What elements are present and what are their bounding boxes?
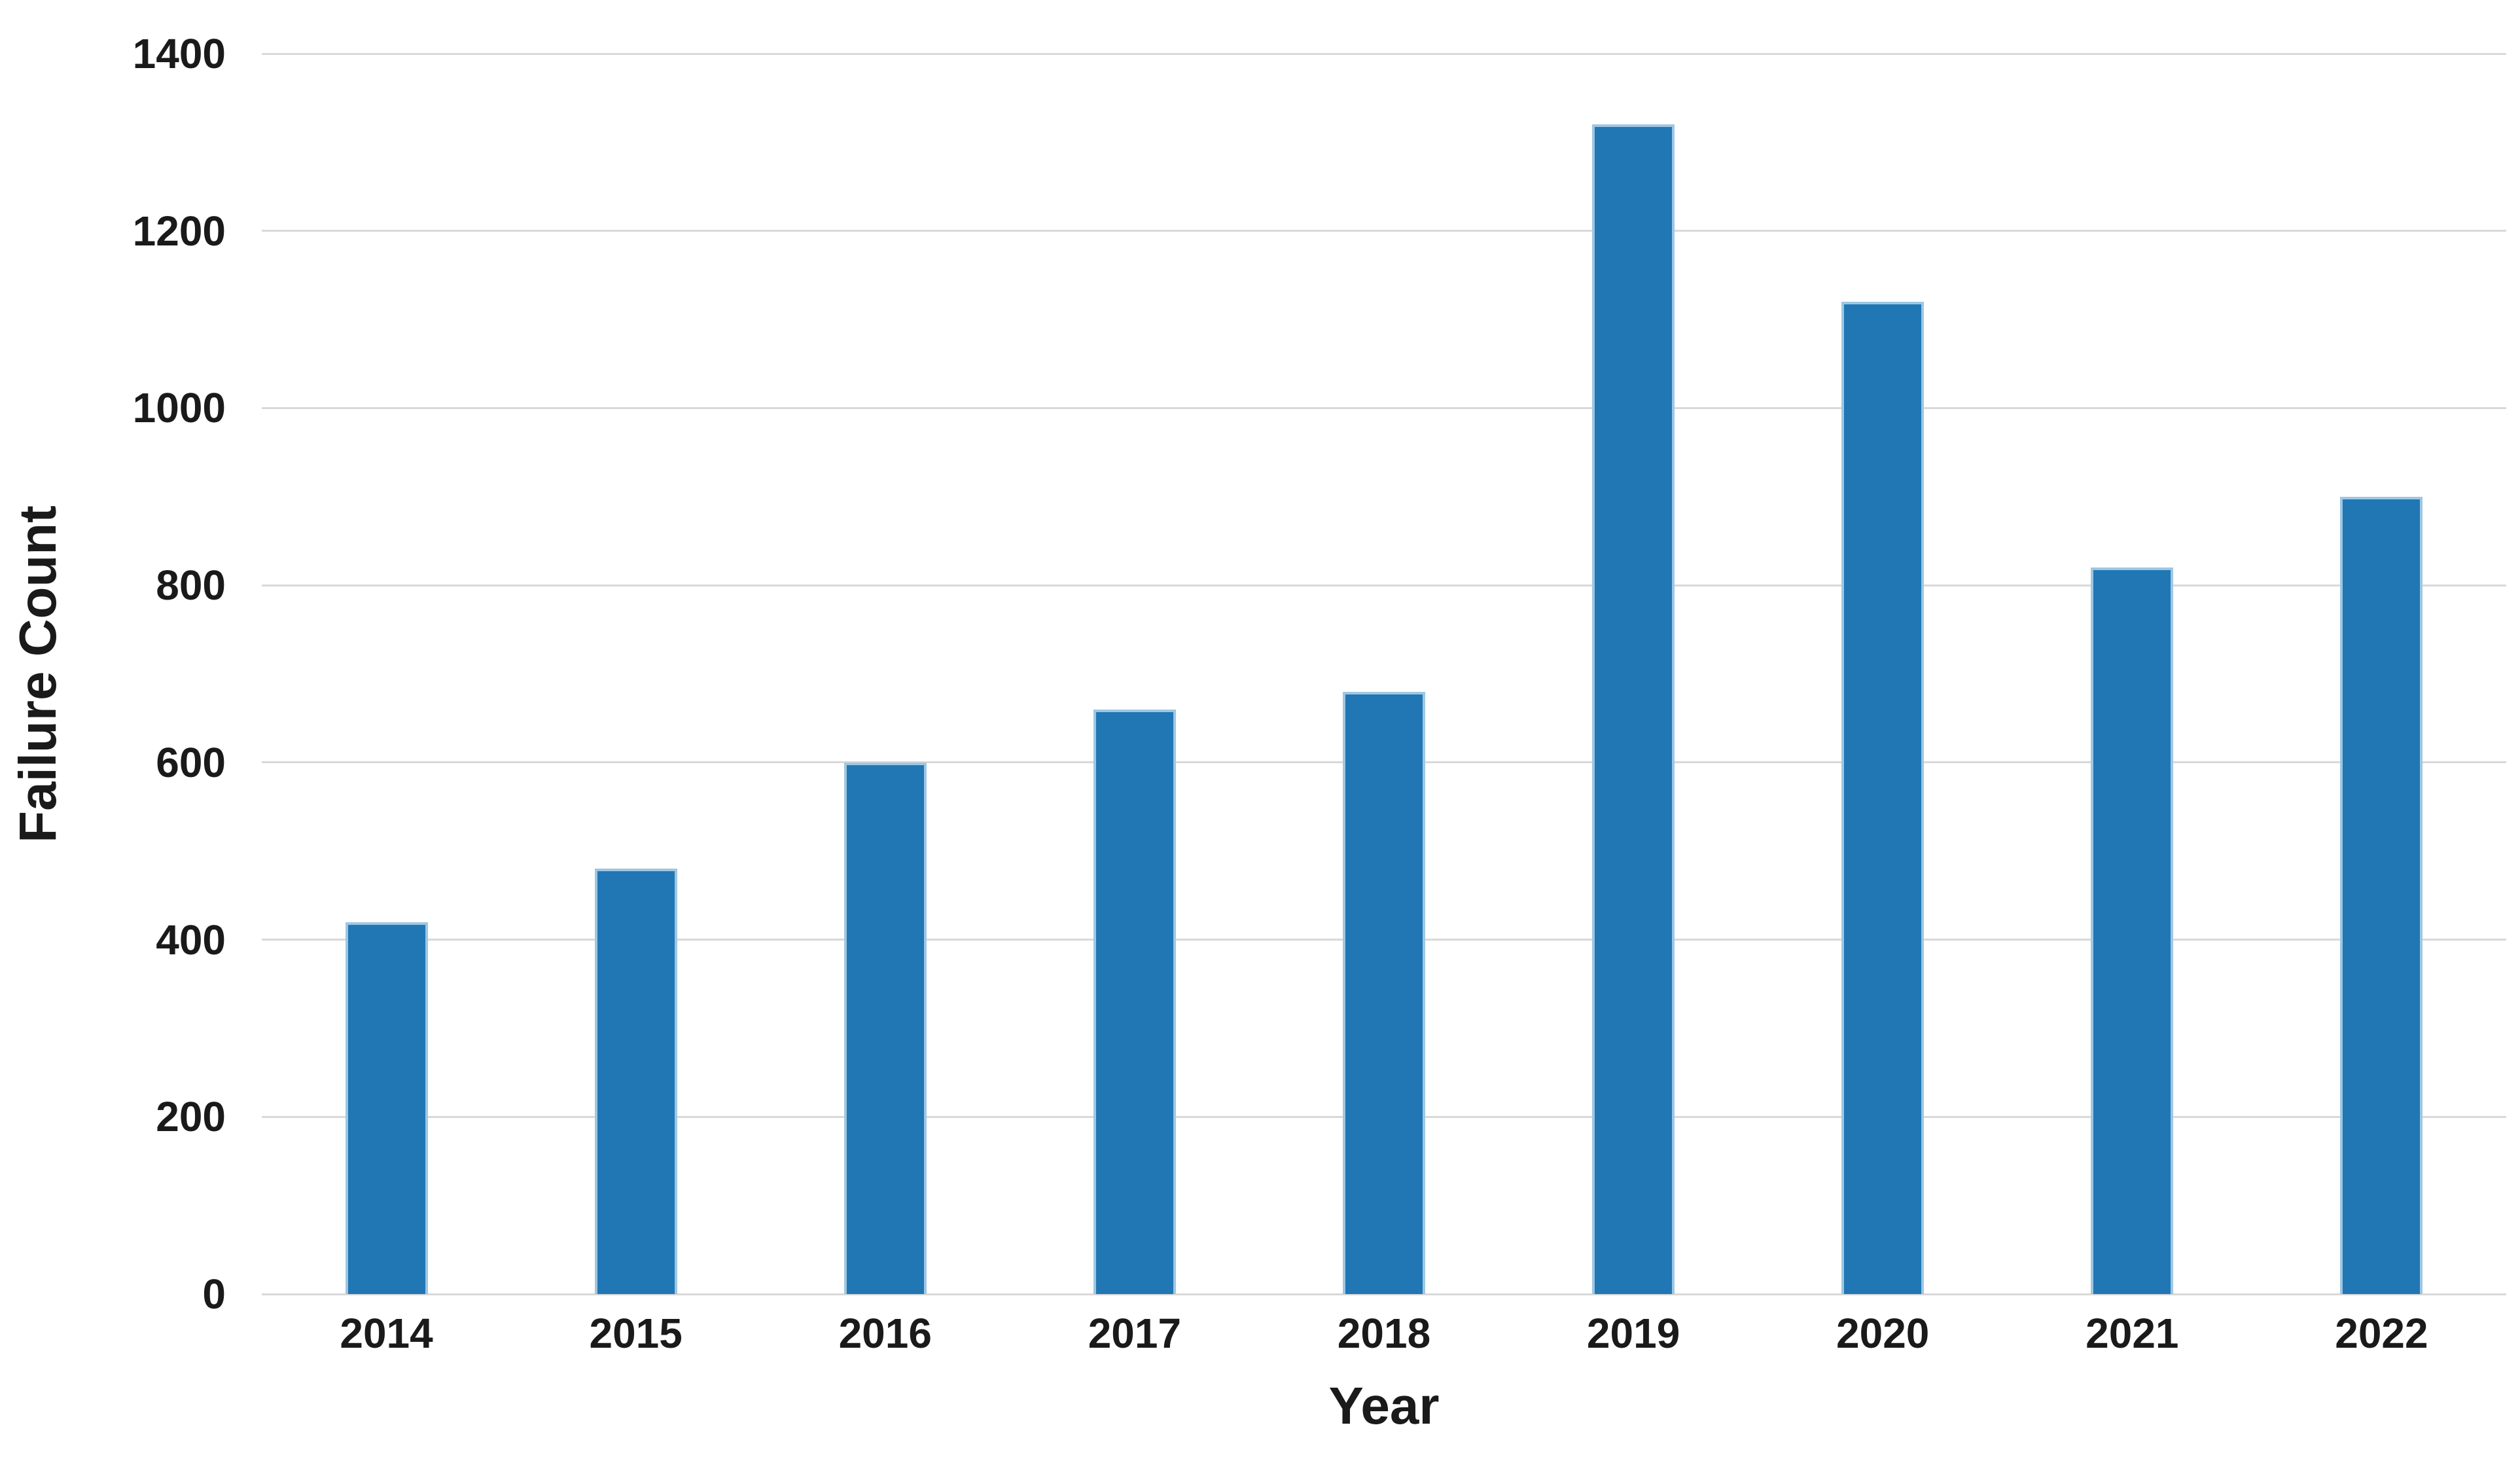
gridline-y-0 (262, 1293, 2506, 1295)
y-tick-label-1200: 1200 (132, 207, 226, 255)
bar-2018 (1343, 691, 1425, 1294)
gridline-y-1000 (262, 406, 2506, 409)
x-tick-label-2022: 2022 (2335, 1310, 2428, 1357)
x-tick-label-2020: 2020 (1836, 1310, 1930, 1357)
y-tick-label-800: 800 (156, 562, 226, 609)
gridline-y-1200 (262, 230, 2506, 232)
bar-2020 (1841, 302, 1925, 1294)
y-tick-label-600: 600 (156, 738, 226, 786)
plot-area (262, 52, 2506, 1295)
bar-2014 (345, 922, 428, 1294)
bar-2022 (2340, 496, 2423, 1294)
gridline-y-800 (262, 584, 2506, 586)
x-axis-title: Year (1328, 1377, 1440, 1435)
x-tick-label-2021: 2021 (2085, 1310, 2179, 1357)
y-tick-label-0: 0 (202, 1270, 226, 1318)
y-tick-label-200: 200 (156, 1093, 226, 1141)
bar-2016 (843, 762, 927, 1294)
bar-2017 (1093, 709, 1176, 1294)
x-tick-label-2015: 2015 (589, 1310, 683, 1357)
bar-2021 (2091, 567, 2174, 1294)
y-tick-label-1000: 1000 (132, 384, 226, 432)
x-tick-label-2019: 2019 (1586, 1310, 1680, 1357)
x-tick-label-2018: 2018 (1337, 1310, 1431, 1357)
y-tick-label-400: 400 (156, 916, 226, 964)
gridline-y-1400 (262, 52, 2506, 55)
x-tick-label-2016: 2016 (838, 1310, 932, 1357)
bar-2019 (1592, 124, 1675, 1294)
x-tick-label-2017: 2017 (1088, 1310, 1182, 1357)
bar-2015 (594, 869, 677, 1294)
y-tick-label-1400: 1400 (132, 30, 226, 77)
x-tick-label-2014: 2014 (340, 1310, 433, 1357)
